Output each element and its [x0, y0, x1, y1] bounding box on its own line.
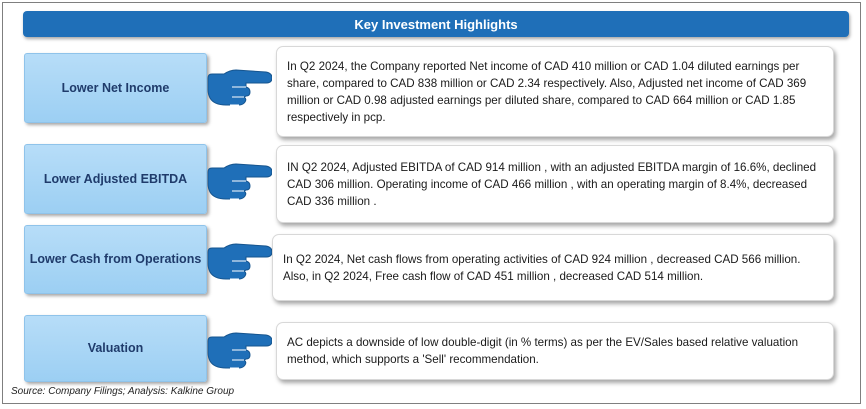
source-note: Source: Company Filings; Analysis: Kalki… — [11, 386, 235, 397]
pointing-hand-icon — [207, 163, 272, 200]
highlight-label-adjusted-ebitda: Lower Adjusted EBITDA — [24, 144, 207, 214]
highlight-text-adjusted-ebitda: IN Q2 2024, Adjusted EBITDA of CAD 914 m… — [276, 145, 834, 223]
highlight-text-net-income: In Q2 2024, the Company reported Net inc… — [276, 46, 834, 137]
highlight-text: IN Q2 2024, Adjusted EBITDA of CAD 914 m… — [287, 160, 817, 208]
pointing-hand-icon — [207, 332, 272, 369]
highlight-label-valuation: Valuation — [24, 315, 207, 382]
pointing-hand-icon — [207, 69, 272, 106]
highlight-text: In Q2 2024, Net cash flows from operatin… — [283, 252, 801, 283]
highlight-text: In Q2 2024, the Company reported Net inc… — [287, 59, 807, 124]
highlight-text: AC depicts a downside of low double-digi… — [287, 336, 799, 366]
highlight-label-cash-from-operations: Lower Cash from Operations — [24, 225, 207, 294]
highlight-text-valuation: AC depicts a downside of low double-digi… — [276, 322, 834, 380]
page-title: Key Investment Highlights — [23, 11, 849, 37]
highlight-text-cash-from-operations: In Q2 2024, Net cash flows from operatin… — [272, 234, 834, 301]
pointing-hand-icon — [207, 243, 272, 280]
highlight-label-net-income: Lower Net Income — [24, 53, 207, 123]
